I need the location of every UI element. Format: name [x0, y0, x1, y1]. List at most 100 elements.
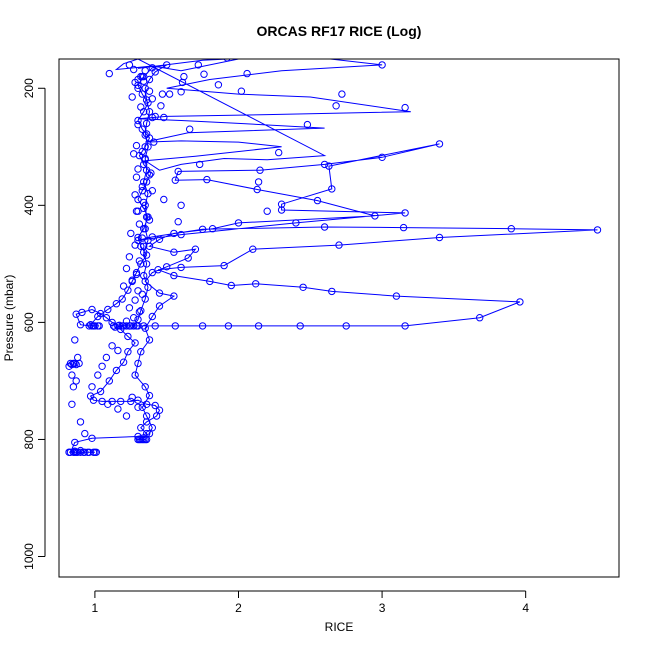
data-point [299, 283, 307, 291]
data-point [256, 166, 264, 174]
data-point [140, 198, 148, 207]
data-point [128, 276, 136, 284]
y-tick-label: 1000 [22, 543, 36, 570]
data-point [86, 321, 95, 329]
data-point [109, 322, 118, 330]
data-point [154, 266, 162, 274]
data-point [130, 322, 138, 330]
data-point [142, 435, 151, 444]
data-point [131, 191, 139, 199]
data-point [102, 353, 111, 362]
y-axis-label: Pressure (mbar) [2, 275, 16, 362]
data-point [105, 377, 114, 385]
data-point [131, 339, 139, 347]
data-point [401, 322, 409, 330]
data-point [152, 412, 161, 420]
data-point [328, 185, 336, 193]
data-point [86, 392, 95, 400]
data-point [130, 150, 138, 158]
data-point [122, 412, 131, 420]
y-tick-label: 400 [22, 195, 36, 215]
data-point [142, 412, 151, 420]
data-point [68, 360, 76, 369]
plot-frame [58, 58, 620, 578]
data-point [140, 77, 148, 85]
data-point [145, 108, 154, 116]
data-point [98, 397, 106, 406]
data-point [144, 143, 152, 151]
data-group [65, 59, 602, 456]
data-point [263, 207, 271, 215]
data-point [196, 160, 204, 169]
data-point [371, 212, 379, 220]
data-point [76, 446, 85, 455]
data-point [88, 305, 96, 314]
data-point [132, 270, 141, 279]
data-point [112, 366, 121, 375]
data-point [122, 264, 131, 273]
data-point [68, 371, 76, 379]
data-point [243, 69, 251, 78]
data-point [138, 187, 147, 195]
data-point [88, 383, 96, 391]
data-point [392, 292, 401, 300]
data-point [134, 359, 142, 368]
data-point [165, 90, 174, 98]
data-point [252, 280, 260, 288]
data-point [203, 175, 211, 184]
data-point [198, 225, 207, 234]
data-point [275, 148, 283, 157]
x-tick-label: 1 [92, 601, 99, 615]
data-point [140, 242, 148, 251]
data-point [332, 102, 340, 110]
plot-layer [65, 59, 602, 456]
data-point [142, 260, 151, 268]
data-point [137, 348, 145, 356]
data-point [76, 321, 85, 329]
data-point [145, 242, 154, 251]
data-point [144, 283, 152, 291]
data-point [127, 397, 135, 406]
data-point [114, 405, 122, 413]
data-point [94, 312, 102, 321]
data-point [134, 120, 142, 129]
data-point [516, 298, 524, 306]
data-point [118, 322, 126, 330]
data-point [249, 245, 257, 253]
data-point [171, 176, 180, 184]
data-point [71, 438, 79, 447]
data-point [138, 72, 147, 81]
data-point [160, 113, 168, 122]
data-point [296, 322, 304, 330]
data-point [92, 448, 101, 456]
data-point [174, 167, 182, 176]
data-point [134, 403, 142, 411]
data-point [220, 261, 228, 270]
data-point [177, 230, 185, 239]
data-point [170, 271, 178, 280]
data-point [292, 219, 300, 227]
data-point [114, 346, 122, 355]
data-point [208, 225, 217, 233]
data-point [163, 263, 171, 271]
data-point [155, 289, 164, 297]
data-point [68, 400, 76, 408]
data-point [128, 393, 136, 401]
data-point [132, 141, 141, 150]
data-point [148, 312, 157, 321]
data-point [135, 435, 144, 444]
data-point [148, 424, 157, 432]
data-point [151, 401, 159, 410]
data-point [127, 322, 135, 330]
data-point [401, 209, 409, 217]
data-point [138, 125, 147, 133]
data-point [254, 322, 263, 330]
data-point [191, 245, 200, 253]
data-point [117, 397, 125, 406]
data-point [142, 119, 151, 128]
data-point [507, 225, 515, 233]
data-point [145, 171, 154, 179]
data-point [130, 65, 138, 74]
data-point [138, 234, 147, 242]
